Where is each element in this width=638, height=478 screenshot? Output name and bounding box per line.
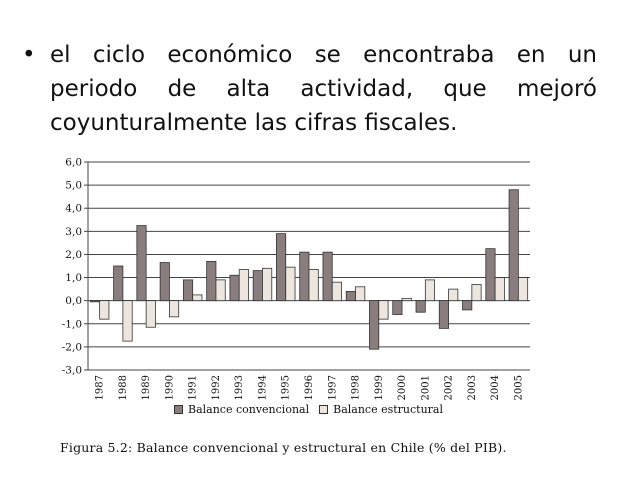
- bar-convencional: [392, 300, 403, 315]
- bar-convencional: [462, 300, 473, 311]
- bar-convencional: [182, 279, 194, 302]
- bar-convencional: [159, 262, 170, 302]
- bar-estructural: [378, 300, 389, 320]
- x-tick-label: 1998: [351, 375, 362, 400]
- y-tick-label: 2,0: [65, 249, 82, 261]
- bar-estructural: [262, 267, 273, 302]
- x-tick-label: 1990: [164, 375, 175, 400]
- legend-label-convencional: Balance convencional: [188, 403, 310, 416]
- bar-convencional: [276, 233, 287, 302]
- bar-estructural: [517, 277, 529, 302]
- bar-convencional: [252, 270, 263, 302]
- bar-convencional: [206, 260, 217, 302]
- bar-estructural: [285, 266, 296, 302]
- bar-estructural: [424, 279, 436, 302]
- bar-estructural: [494, 277, 505, 302]
- x-tick-label: 2005: [513, 375, 524, 400]
- bar-estructural: [99, 300, 110, 320]
- bar-estructural: [169, 300, 180, 318]
- x-tick-label: 1987: [95, 375, 106, 400]
- x-tick-label: 1991: [188, 375, 199, 400]
- x-tick-label: 1996: [304, 375, 315, 400]
- bar-convencional: [369, 300, 380, 350]
- bar-estructural: [145, 300, 156, 328]
- legend-item-estructural: Balance estructural: [319, 403, 443, 416]
- bar-estructural: [308, 269, 319, 302]
- x-tick-label: 2001: [420, 375, 431, 400]
- bullet-dot: •: [22, 42, 36, 68]
- bar-convencional: [345, 291, 356, 302]
- legend-swatch-estructural: [319, 405, 329, 414]
- x-tick-label: 2000: [397, 375, 408, 400]
- bar-estructural: [215, 279, 226, 302]
- bar-estructural: [238, 269, 249, 302]
- legend-item-convencional: Balance convencional: [174, 403, 309, 416]
- y-tick-label: 1,0: [65, 272, 82, 284]
- bullet-line-1: el ciclo económico se encontraba en un: [50, 42, 597, 68]
- x-tick-label: 2002: [444, 375, 455, 400]
- y-tick-label: -1,0: [62, 318, 82, 330]
- bar-estructural: [471, 284, 482, 302]
- bar-estructural: [331, 281, 342, 302]
- legend-label-estructural: Balance estructural: [333, 403, 443, 416]
- bar-estructural: [355, 286, 366, 302]
- x-tick-label: 2003: [467, 375, 478, 400]
- x-tick-label: 1994: [257, 375, 268, 400]
- chart-legend: Balance convencional Balance estructural: [174, 403, 453, 416]
- bullet-line-3: coyunturalmente las cifras fiscales.: [50, 110, 458, 136]
- x-tick-label: 1989: [141, 375, 152, 400]
- y-tick-label: -3,0: [62, 365, 82, 377]
- legend-swatch-convencional: [174, 405, 183, 414]
- bar-convencional: [113, 265, 124, 302]
- bar-estructural: [192, 294, 203, 302]
- bullet-item: • el ciclo económico se encontraba en un…: [22, 38, 597, 140]
- y-tick-label: 3,0: [65, 226, 82, 238]
- bar-convencional: [229, 274, 240, 302]
- bar-convencional: [485, 248, 496, 302]
- bar-convencional: [438, 300, 449, 329]
- bar-convencional: [508, 189, 519, 302]
- bullet-paragraph: el ciclo económico se encontraba en un p…: [50, 38, 597, 140]
- bar-convencional: [89, 300, 101, 303]
- bar-convencional: [136, 225, 147, 302]
- y-tick-label: 5,0: [65, 180, 82, 192]
- x-tick-label: 1995: [281, 375, 292, 400]
- x-tick-label: 1992: [211, 375, 222, 400]
- y-tick-label: 4,0: [65, 203, 82, 215]
- bar-estructural: [122, 300, 133, 342]
- x-tick-label: 1988: [118, 375, 129, 400]
- bar-convencional: [322, 251, 333, 302]
- y-tick-label: 0,0: [65, 295, 82, 307]
- x-tick-label: 1993: [234, 375, 245, 400]
- bar-convencional: [415, 300, 426, 313]
- bullet-line-2: periodo de alta actividad, que mejoró: [50, 76, 597, 102]
- bar-estructural: [448, 288, 459, 302]
- x-tick-label: 1997: [327, 375, 338, 400]
- y-tick-label: 6,0: [65, 157, 82, 169]
- bar-estructural: [401, 297, 412, 302]
- figure-caption: Figura 5.2: Balance convencional y estru…: [60, 440, 507, 455]
- y-tick-label: -2,0: [62, 341, 82, 353]
- bar-convencional: [299, 251, 310, 302]
- x-tick-label: 2004: [490, 375, 501, 400]
- slide-bullet-text: • el ciclo económico se encontraba en un…: [22, 38, 597, 140]
- x-tick-label: 1999: [374, 375, 385, 400]
